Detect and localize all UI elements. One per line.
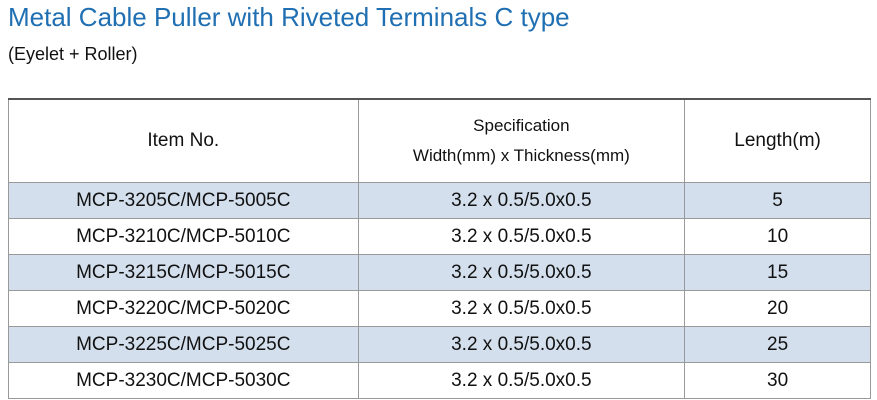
table-cell: MCP-3215C/MCP-5015C — [8, 254, 359, 291]
table-cell: 3.2 x 0.5/5.0x0.5 — [357, 362, 686, 399]
table-cell: MCP-3220C/MCP-5020C — [8, 290, 359, 327]
table-cell: 20 — [684, 290, 871, 327]
table-cell: MCP-3205C/MCP-5005C — [8, 182, 359, 219]
table-cell: MCP-3210C/MCP-5010C — [8, 218, 359, 255]
table-row: MCP-3210C/MCP-5010C 3.2 x 0.5/5.0x0.5 10 — [8, 218, 871, 255]
table-cell: MCP-3230C/MCP-5030C — [8, 362, 359, 399]
table-row: MCP-3230C/MCP-5030C 3.2 x 0.5/5.0x0.5 30 — [8, 362, 871, 399]
column-header: Length(m) — [684, 98, 871, 183]
table-cell: 3.2 x 0.5/5.0x0.5 — [357, 290, 686, 327]
table-cell: 3.2 x 0.5/5.0x0.5 — [357, 218, 686, 255]
table-cell: 25 — [684, 326, 871, 363]
table-cell: 30 — [684, 362, 871, 399]
table-cell: 15 — [684, 254, 871, 291]
table-cell: 3.2 x 0.5/5.0x0.5 — [357, 182, 686, 219]
header-text: Specification — [473, 116, 570, 135]
table: Item No. Specification Width(mm) x Thickne… — [8, 98, 871, 399]
table-cell: 5 — [684, 182, 871, 219]
table-row: MCP-3220C/MCP-5020C 3.2 x 0.5/5.0x0.5 20 — [8, 290, 871, 327]
title: Metal Cable Puller with Riveted Terminal… — [8, 2, 570, 32]
header-text: Item No. — [147, 130, 220, 151]
table-body: MCP-3205C/MCP-5005C 3.2 x 0.5/5.0x0.5 5 MCP… — [8, 182, 871, 399]
table-row: MCP-3205C/MCP-5005C 3.2 x 0.5/5.0x0.5 5 — [8, 182, 871, 219]
table-row: MCP-3225C/MCP-5025C 3.2 x 0.5/5.0x0.5 25 — [8, 326, 871, 363]
column-header: Specification Width(mm) x Thickness(mm) — [357, 98, 686, 183]
table-cell: 3.2 x 0.5/5.0x0.5 — [357, 326, 686, 363]
header-text: Length(m) — [734, 130, 821, 151]
subtitle: (Eyelet + Roller) — [8, 44, 138, 64]
table-row: MCP-3215C/MCP-5015C 3.2 x 0.5/5.0x0.5 15 — [8, 254, 871, 291]
table-cell: 3.2 x 0.5/5.0x0.5 — [357, 254, 686, 291]
header-row: Item No. Specification Width(mm) x Thickne… — [8, 98, 871, 183]
header-text: Width(mm) x Thickness(mm) — [412, 146, 630, 165]
table-cell: 10 — [684, 218, 871, 255]
column-header: Item No. — [8, 98, 359, 183]
table-cell: MCP-3225C/MCP-5025C — [8, 326, 359, 363]
